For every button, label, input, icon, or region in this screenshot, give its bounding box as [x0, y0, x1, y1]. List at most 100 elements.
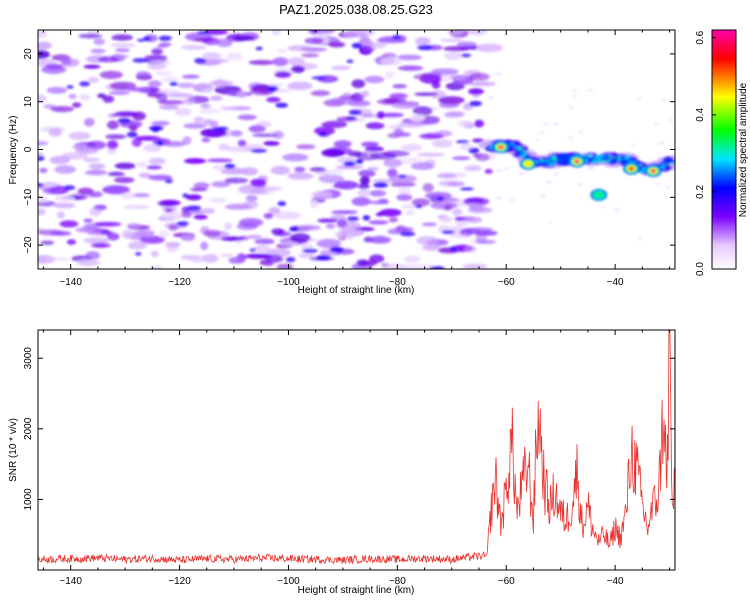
noise-blob	[361, 90, 370, 97]
signal-speck	[577, 183, 583, 186]
noise-blob	[38, 140, 49, 146]
noise-blob	[251, 189, 268, 195]
noise-blob	[414, 92, 439, 96]
noise-blob	[400, 143, 423, 152]
noise-blob	[446, 30, 464, 35]
noise-blob	[279, 242, 298, 247]
signal-speck	[577, 130, 584, 133]
figure-title: PAZ1.2025.038.08.25.G23	[279, 2, 433, 17]
noise-blob	[429, 266, 445, 269]
noise-blob	[275, 102, 289, 108]
signal-speck	[613, 208, 620, 211]
noise-blob	[161, 77, 179, 82]
noise-blob	[43, 187, 58, 195]
noise-blob	[114, 162, 136, 170]
noise-blob	[211, 181, 231, 188]
noise-blob	[443, 204, 453, 211]
noise-blob	[158, 35, 172, 41]
noise-blob	[455, 172, 467, 178]
noise-blob	[314, 126, 335, 136]
noise-blob	[416, 152, 445, 157]
noise-blob	[449, 246, 457, 252]
noise-blob	[84, 117, 95, 127]
noise-blob	[268, 206, 281, 215]
noise-blob	[202, 87, 214, 94]
noise-blob	[388, 217, 398, 223]
noise-blob	[248, 60, 275, 65]
noise-blob	[361, 141, 379, 147]
spectrogram-signal-layer	[478, 72, 675, 240]
noise-blob	[359, 176, 370, 185]
noise-blob	[38, 200, 57, 207]
snr-panel: −140 −120 −100 −80 −60 −40 1000 2000 3000 Heigh…	[8, 329, 676, 596]
noise-blob	[180, 45, 207, 50]
noise-blob	[120, 192, 136, 200]
noise-blob	[391, 102, 420, 109]
noise-blob	[174, 107, 192, 117]
signal-speck	[658, 141, 665, 145]
noise-blob	[470, 227, 493, 232]
noise-blob	[410, 264, 436, 269]
x-tick-label: −40	[607, 277, 624, 288]
colorbar-tick-label: 0.2	[695, 185, 706, 199]
noise-blob	[251, 133, 279, 138]
signal-speck	[495, 196, 503, 200]
noise-blob	[398, 174, 407, 179]
signal-speck	[554, 172, 558, 176]
noise-blob	[400, 231, 416, 237]
noise-blob	[49, 155, 70, 165]
x-tick-label: −100	[277, 576, 300, 587]
noise-blob	[245, 194, 258, 202]
noise-blob	[473, 230, 498, 236]
signal-speck	[581, 152, 587, 155]
noise-blob	[439, 216, 453, 223]
noise-blob	[419, 133, 444, 140]
noise-blob	[252, 244, 271, 254]
noise-blob	[101, 229, 112, 235]
noise-blob	[136, 161, 148, 168]
noise-blob	[438, 96, 465, 105]
noise-blob	[54, 165, 77, 174]
noise-blob	[121, 229, 133, 239]
noise-blob	[311, 76, 327, 80]
noise-blob	[424, 191, 452, 200]
signal-blob	[661, 159, 674, 165]
noise-blob	[126, 131, 138, 138]
noise-blob	[444, 51, 462, 61]
noise-blob	[144, 54, 168, 60]
noise-blob	[105, 134, 127, 140]
noise-blob	[362, 47, 376, 52]
noise-blob	[439, 38, 464, 43]
noise-blob	[102, 95, 115, 103]
noise-blob	[298, 224, 321, 231]
noise-blob	[167, 92, 194, 98]
noise-blob	[450, 74, 468, 81]
noise-blob	[148, 125, 164, 131]
noise-blob	[79, 81, 91, 87]
noise-blob	[381, 112, 404, 118]
noise-blob	[75, 226, 103, 233]
noise-blob	[193, 214, 208, 220]
noise-blob	[197, 30, 210, 35]
noise-blob	[342, 92, 352, 98]
signal-speck	[535, 138, 540, 141]
noise-blob	[289, 233, 311, 243]
noise-blob	[304, 37, 324, 45]
noise-blob	[310, 199, 318, 209]
noise-blob	[139, 235, 165, 244]
signal-speck	[631, 144, 635, 148]
noise-blob	[38, 30, 47, 38]
noise-blob	[467, 30, 488, 36]
noise-blob	[447, 181, 465, 187]
noise-blob	[373, 182, 389, 188]
noise-blob	[267, 85, 279, 92]
noise-blob	[219, 106, 237, 111]
signal-speck	[636, 97, 642, 101]
noise-blob	[135, 135, 161, 141]
noise-blob	[325, 223, 336, 229]
signal-blob	[595, 157, 599, 159]
y-tick-label: 2000	[23, 417, 34, 440]
noise-blob	[397, 157, 424, 165]
signal-speck	[504, 167, 509, 170]
